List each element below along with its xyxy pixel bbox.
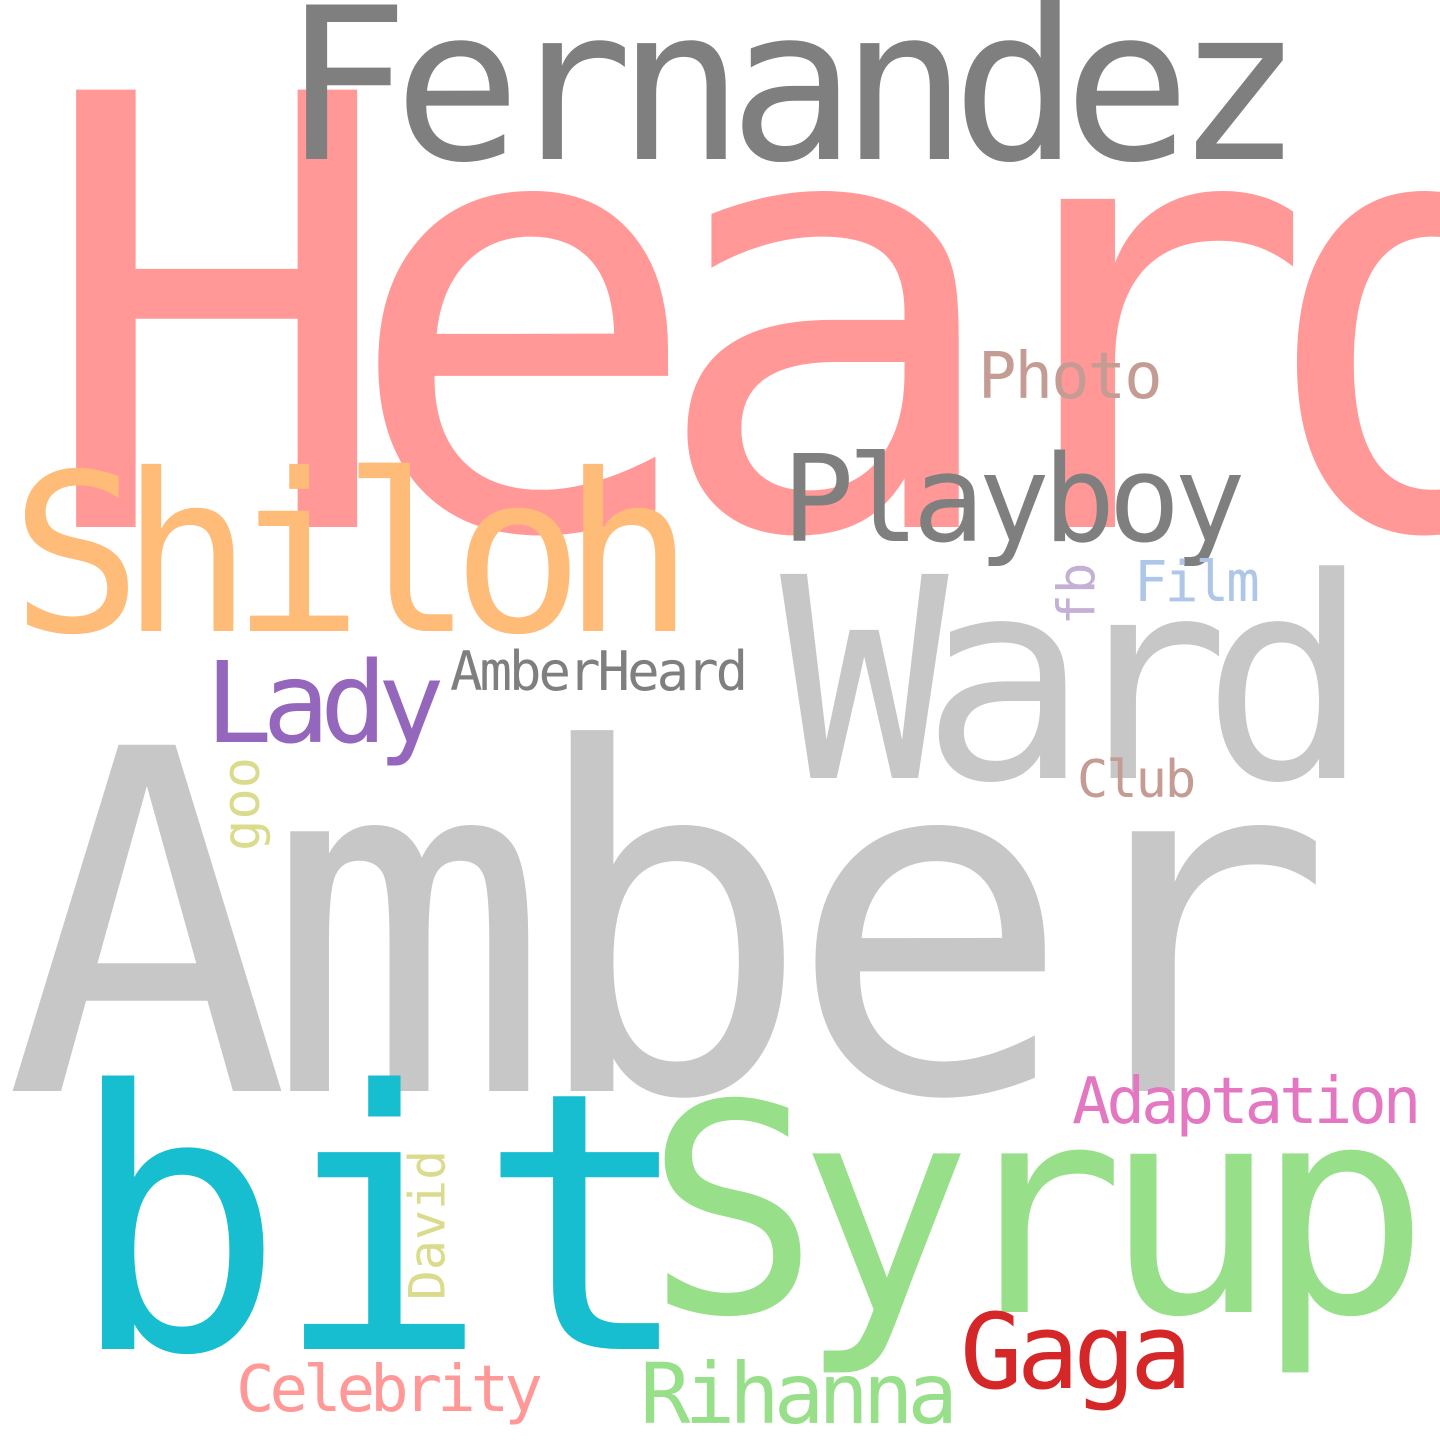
word-photo: Photo [978,340,1163,414]
word-bit: bit [68,1015,694,1434]
word-amber: Amber [4,651,1334,1204]
word-amberheard: AmberHeard [450,640,748,703]
word-fernandez: Fernandez [282,0,1303,209]
word-ward: Ward [780,519,1370,845]
word-lady: Lady [205,639,445,769]
word-heard: Heard [36,0,1440,669]
word-david: David [398,1149,457,1301]
word-playboy: Playboy [782,431,1246,570]
word-shiloh: Shiloh [10,427,695,683]
word-goo: goo [211,757,272,851]
word-rihanna: Rihanna [640,1345,958,1443]
word-adaptation: Adaptation [1072,1065,1421,1139]
word-gaga: Gaga [960,1291,1192,1413]
word-celebrity: Celebrity [236,1353,543,1427]
word-club: Club [1077,750,1196,810]
word-syrup: Syrup [645,1044,1430,1381]
word-film: Film [1134,550,1260,615]
word-fb: fb [1047,562,1108,626]
